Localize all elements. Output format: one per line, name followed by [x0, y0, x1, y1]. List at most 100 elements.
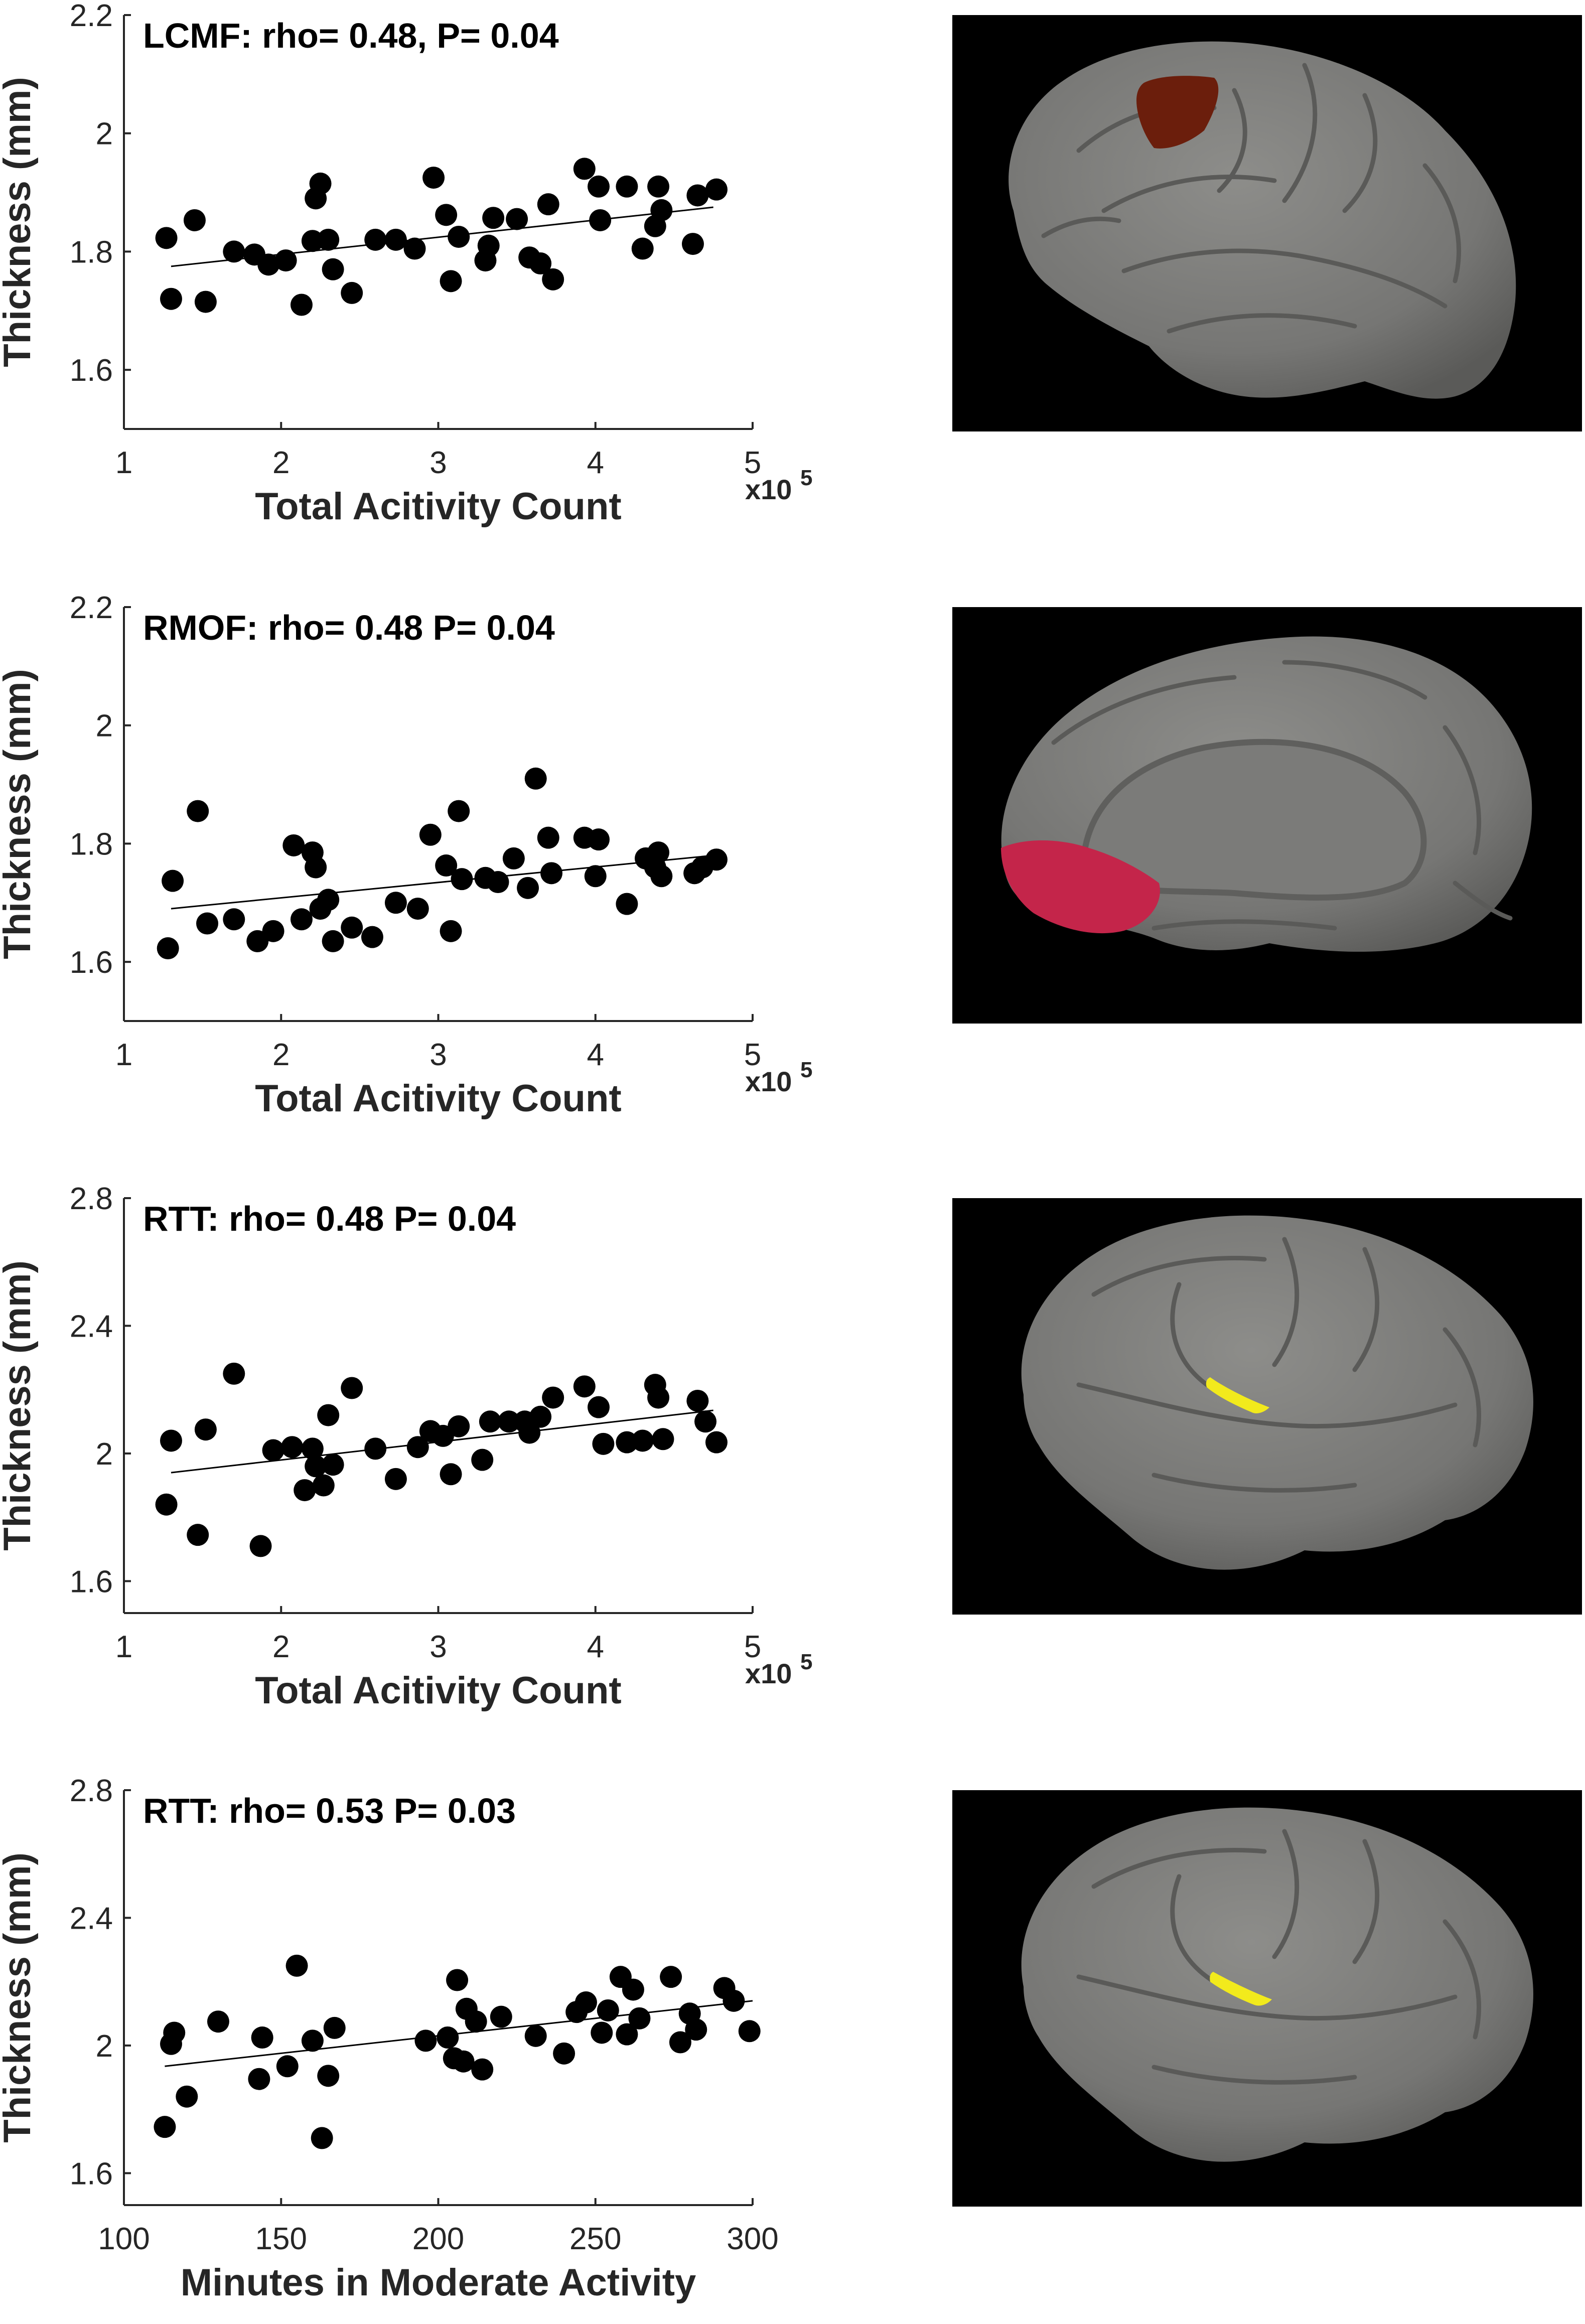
- x-tick-label: 3: [429, 446, 447, 480]
- data-point: [176, 2085, 198, 2108]
- data-point: [490, 2005, 512, 2028]
- y-tick-label: 2: [96, 117, 113, 152]
- data-point: [448, 225, 470, 248]
- data-point: [251, 2026, 273, 2049]
- data-point: [290, 294, 313, 316]
- x-tick-label: 5: [744, 446, 761, 480]
- x-axis-multiplier-exponent: 5: [800, 466, 812, 490]
- y-axis-label: Thickness (mm): [0, 1852, 39, 2143]
- data-point: [323, 2016, 346, 2039]
- data-point: [262, 1439, 284, 1462]
- data-point: [738, 2020, 761, 2043]
- data-point: [588, 1396, 610, 1418]
- x-tick-label: 1: [115, 446, 132, 480]
- x-tick-label: 3: [429, 1630, 447, 1664]
- data-point: [589, 209, 612, 231]
- data-point: [479, 1410, 501, 1433]
- data-point: [341, 281, 363, 304]
- data-point: [301, 1437, 324, 1460]
- brain-panel-rmof: [952, 607, 1582, 1024]
- brain-surface: [1021, 1807, 1533, 2162]
- data-point: [187, 1524, 209, 1546]
- plot-annotation: RTT: rho= 0.48 P= 0.04: [143, 1199, 516, 1238]
- data-point: [694, 1410, 717, 1433]
- brain-panel-rtt-total: [952, 1198, 1582, 1615]
- data-point: [155, 227, 178, 249]
- data-point: [518, 1421, 541, 1444]
- data-point: [322, 1454, 344, 1476]
- y-axis-label: Thickness (mm): [0, 1260, 39, 1551]
- data-point: [311, 2127, 333, 2149]
- brain-panel-rtt-moderate: [952, 1790, 1582, 2207]
- x-tick-label: 5: [744, 1038, 761, 1072]
- data-point: [384, 228, 407, 251]
- region-rmof: [1001, 840, 1160, 934]
- data-point: [631, 1429, 654, 1452]
- data-point: [194, 290, 217, 313]
- data-point: [647, 1386, 670, 1409]
- data-point: [652, 1428, 674, 1450]
- data-point: [162, 869, 184, 892]
- brain-surface: [1008, 41, 1516, 399]
- x-axis-multiplier-exponent: 5: [800, 1058, 812, 1082]
- plot-annotation: RMOF: rho= 0.48 P= 0.04: [143, 608, 555, 647]
- data-point: [482, 207, 505, 229]
- data-point: [529, 252, 552, 274]
- data-point: [542, 268, 564, 290]
- data-point: [616, 893, 638, 915]
- brain-panel-lcmf: [952, 15, 1582, 431]
- data-point: [686, 1389, 709, 1412]
- data-point: [322, 930, 344, 952]
- x-tick-label: 4: [587, 1038, 604, 1072]
- data-point: [616, 2023, 638, 2046]
- data-point: [282, 834, 305, 856]
- y-tick-label: 1.6: [70, 1564, 113, 1599]
- data-point: [257, 253, 280, 276]
- data-point: [573, 1375, 596, 1398]
- data-point: [628, 2007, 651, 2029]
- data-point: [422, 167, 445, 189]
- data-point: [685, 2018, 707, 2041]
- data-point: [681, 233, 704, 255]
- x-tick-label: 5: [744, 1630, 761, 1664]
- data-point: [542, 1386, 564, 1409]
- x-tick-label: 1: [115, 1630, 132, 1664]
- data-point: [341, 916, 363, 939]
- data-point: [517, 877, 539, 899]
- data-point: [465, 2010, 487, 2033]
- data-point: [384, 1468, 407, 1490]
- data-point: [529, 1405, 552, 1428]
- data-point: [502, 847, 525, 869]
- data-point: [154, 2116, 176, 2138]
- x-axis-label: Total Acitivity Count: [255, 1669, 621, 1712]
- data-point: [207, 2010, 229, 2033]
- data-point: [414, 2029, 437, 2052]
- x-axis-label: Total Acitivity Count: [255, 1077, 621, 1120]
- data-point: [364, 228, 387, 251]
- data-point: [669, 2031, 691, 2054]
- data-point: [223, 908, 245, 931]
- data-point: [317, 228, 340, 251]
- data-point: [537, 826, 559, 849]
- data-point: [419, 823, 442, 846]
- scatter-plot-4: 1.6 2 2.4 2.8 100 150 200 250 300 Minutes in Mode…: [0, 1774, 779, 2304]
- x-tick-label: 1: [115, 1038, 132, 1072]
- data-point: [317, 1404, 340, 1426]
- data-point: [285, 1954, 308, 1977]
- data-point: [574, 1991, 597, 2014]
- data-point: [591, 2021, 613, 2044]
- data-point: [322, 258, 344, 280]
- data-point: [262, 920, 284, 942]
- data-point: [452, 2050, 475, 2073]
- x-tick-label: 200: [412, 2222, 464, 2256]
- x-tick-label: 2: [272, 1630, 290, 1664]
- data-point: [471, 1448, 494, 1471]
- data-point: [451, 868, 473, 891]
- data-point: [573, 158, 596, 180]
- data-point: [196, 912, 219, 935]
- data-point: [592, 1432, 615, 1455]
- y-tick-label: 1.8: [70, 827, 113, 861]
- plot-annotation: RTT: rho= 0.53 P= 0.03: [143, 1791, 516, 1830]
